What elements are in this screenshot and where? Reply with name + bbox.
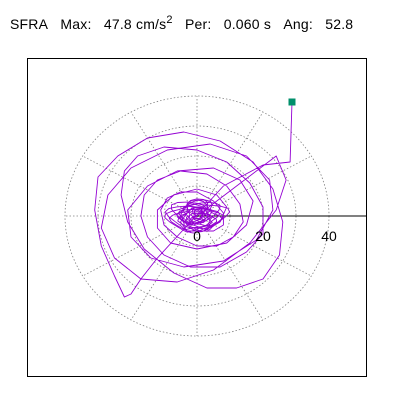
period-label: Per: [184,16,212,32]
component-label: SFRA [10,16,49,32]
tick-label-40: 40 [321,228,337,244]
angle-value: 52.8 [325,16,354,32]
tick-label-0: 0 [193,228,201,244]
max-unit: cm/s [136,16,167,32]
grid-spoke-300 [196,215,264,321]
orbit-core-loop-10 [168,198,218,234]
tick-label-20: 20 [255,228,271,244]
orbit-core-loop-12 [164,201,221,231]
grid-spoke-150 [82,155,198,217]
angle-label: Ang: [283,16,313,32]
orbit-core-loop-4 [179,206,207,226]
grid-spoke-30 [196,155,312,217]
plot-frame [27,58,367,377]
orbit-trace [94,101,293,298]
grid-spoke-240 [130,215,198,321]
spectrum-header: SFRA Max: 47.8 cm/s2 Per: 0.060 s Ang: 5… [10,14,354,33]
grid-spoke-120 [130,111,198,217]
orbit-core-loop-13 [171,201,231,231]
orbit-core-loop-11 [164,199,213,233]
max-point-marker [288,98,296,106]
orbit-core-loop-7 [182,205,221,227]
period-value: 0.060 s [223,16,272,32]
max-unit-exponent: 2 [166,14,173,26]
max-value: 47.8 [103,16,132,32]
tick-labels: 0 20 40 [193,228,337,244]
trace-group [94,101,293,298]
grid-spoke-60 [196,111,264,217]
orbit-core-loop-6 [177,207,213,225]
grid-spoke-330 [196,215,312,277]
orbit-core-loop-0 [190,213,204,219]
max-label: Max: [60,16,92,32]
